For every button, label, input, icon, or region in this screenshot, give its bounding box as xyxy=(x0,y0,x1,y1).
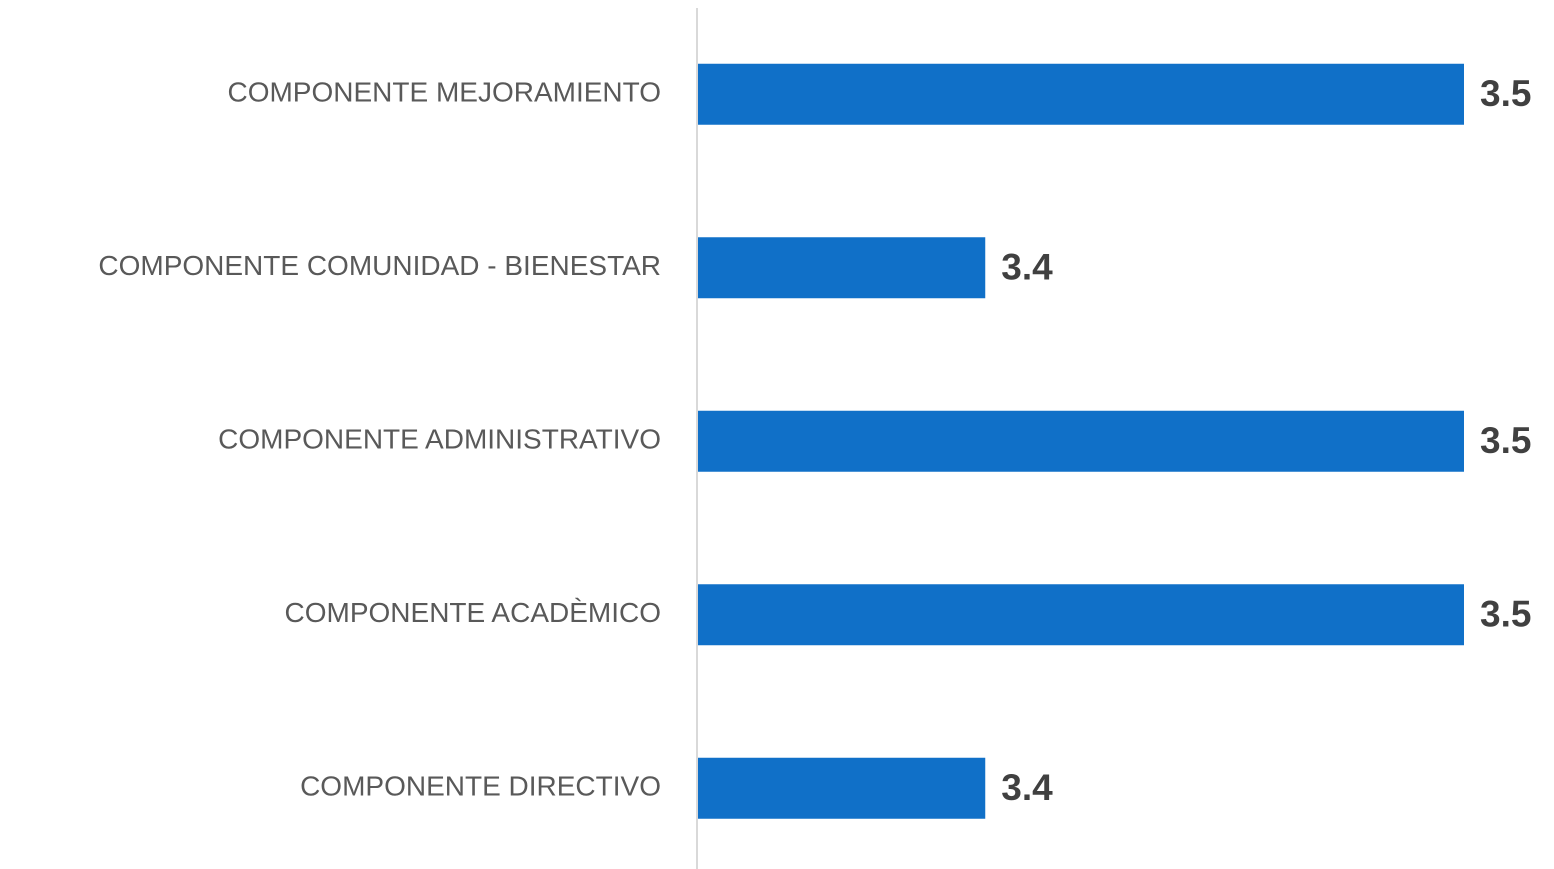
data-label: 3.5 xyxy=(1480,594,1531,635)
bar xyxy=(698,63,1464,125)
y-tick-label: COMPONENTE ADMINISTRATIVO xyxy=(218,424,661,455)
y-tick-label: COMPONENTE ACADÈMICO xyxy=(285,597,661,628)
data-label: 3.4 xyxy=(1001,247,1053,288)
y-tick-label: COMPONENTE COMUNIDAD - BIENESTAR xyxy=(98,250,661,281)
data-label: 3.5 xyxy=(1480,420,1531,461)
bar xyxy=(698,410,1464,472)
y-tick-label: COMPONENTE MEJORAMIENTO xyxy=(227,77,661,108)
y-tick-label: COMPONENTE DIRECTIVO xyxy=(300,771,661,802)
bar xyxy=(698,584,1464,646)
data-label: 3.5 xyxy=(1480,73,1531,114)
data-label: 3.4 xyxy=(1001,767,1053,808)
bar xyxy=(698,757,986,819)
bar xyxy=(698,237,986,299)
